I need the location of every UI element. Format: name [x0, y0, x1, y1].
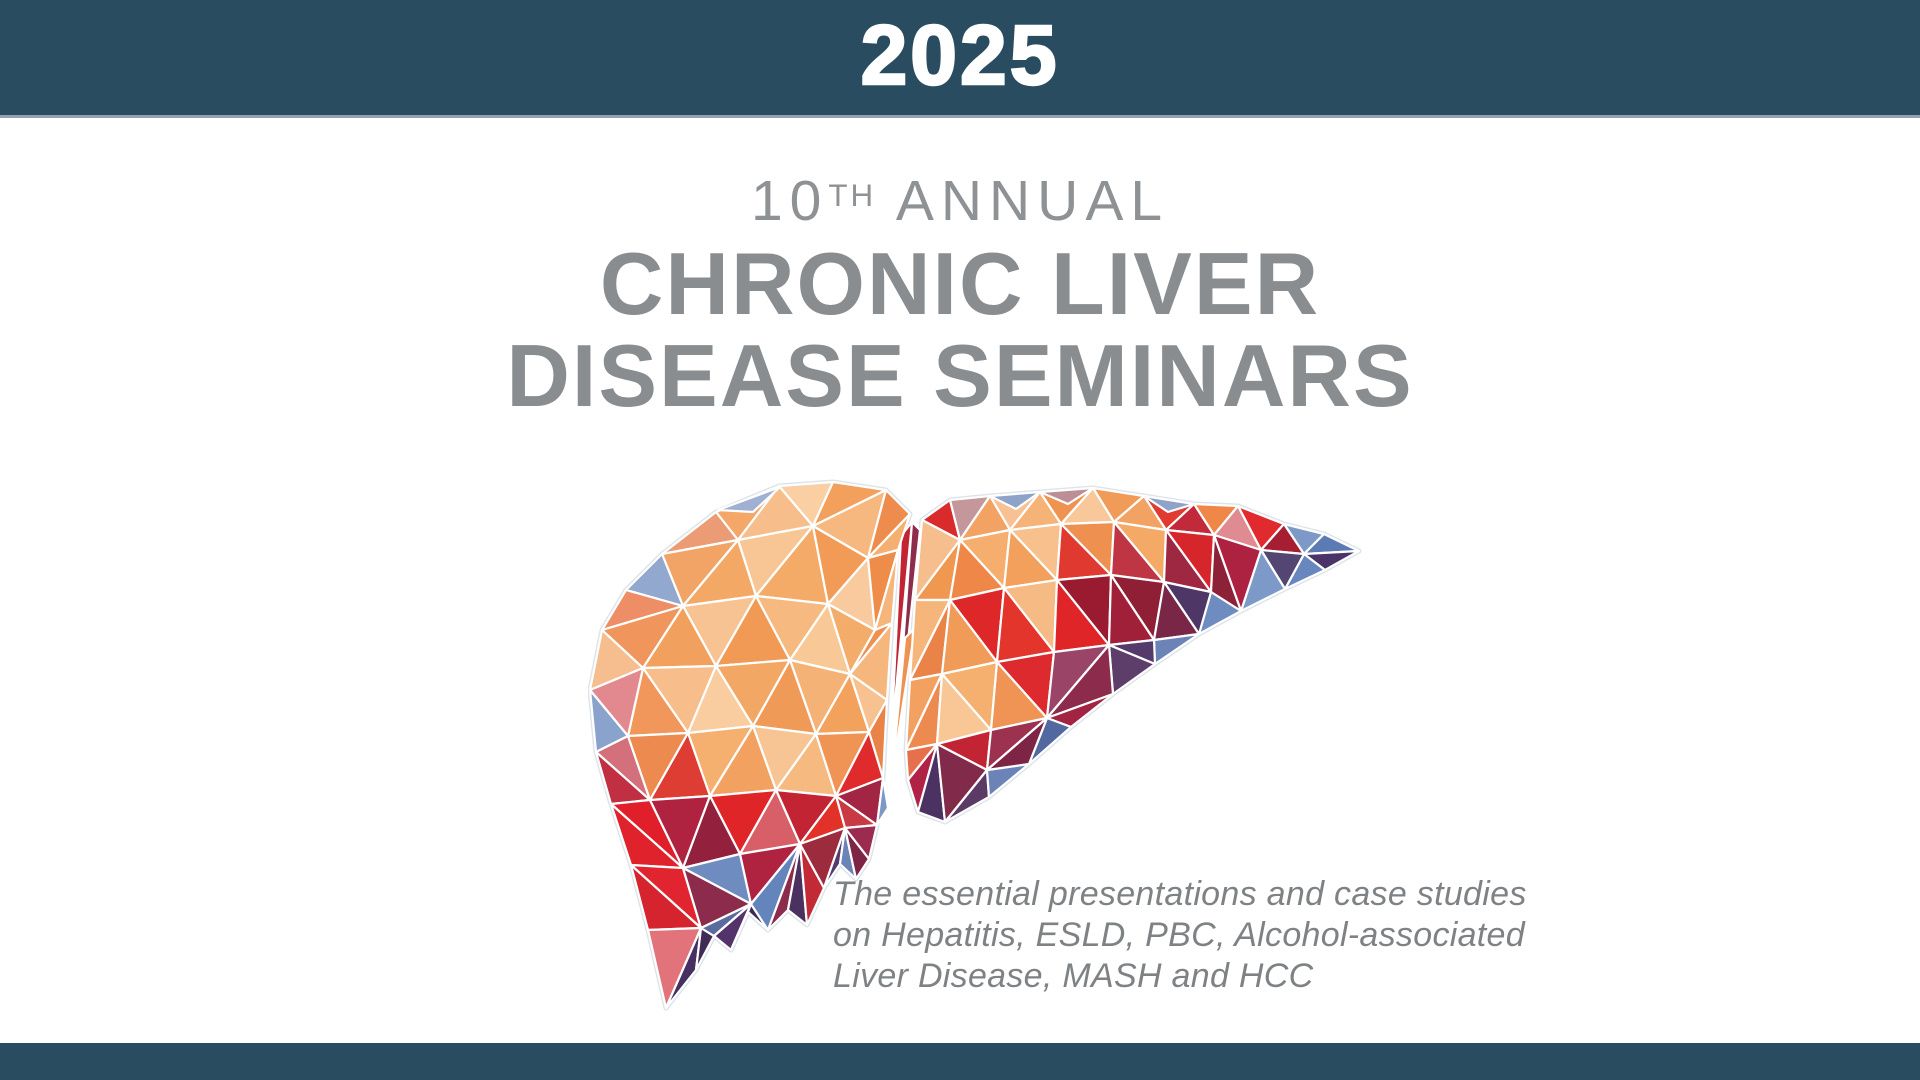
edition-ordinal-suffix: TH — [828, 177, 877, 213]
title-line-1: CHRONIC LIVER — [599, 234, 1321, 333]
description-line-2: on Hepatitis, ESLD, PBC, Alcohol-associa… — [833, 916, 1525, 954]
edition-line: 10TH ANNUAL — [0, 168, 1920, 234]
description-line-3: Liver Disease, MASH and HCC — [833, 957, 1314, 995]
top-bar: 2025 — [0, 0, 1920, 118]
edition-number: 10 — [750, 169, 829, 233]
edition-rest: ANNUAL — [876, 169, 1170, 233]
description: The essential presentations and case stu… — [833, 874, 1593, 997]
liver-illustration — [588, 478, 1368, 1023]
description-line-1: The essential presentations and case stu… — [833, 875, 1527, 913]
year-label: 2025 — [859, 7, 1060, 104]
bottom-bar — [0, 1043, 1920, 1080]
page-title: CHRONIC LIVER DISEASE SEMINARS — [0, 238, 1920, 422]
title-line-2: DISEASE SEMINARS — [506, 326, 1414, 425]
liver-lowpoly-svg — [588, 479, 1362, 1011]
